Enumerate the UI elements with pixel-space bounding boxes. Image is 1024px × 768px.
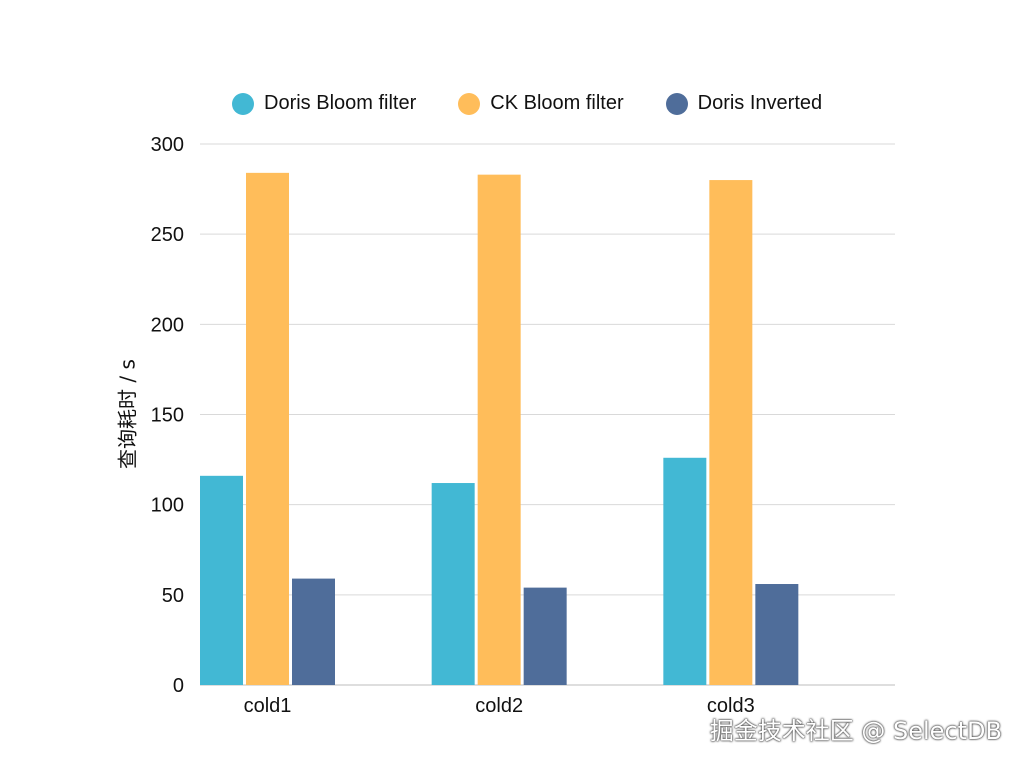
bar-doris-inverted-cold1 <box>292 578 335 685</box>
legend-swatch-doris-bloom <box>232 92 254 115</box>
legend-label-doris-inverted: Doris Inverted <box>697 92 823 114</box>
x-tick-label: cold2 <box>475 695 523 717</box>
bar-doris-bloom-filter-cold2 <box>431 483 475 685</box>
legend-swatch-ck-bloom <box>458 92 481 115</box>
y-tick-label: 150 <box>151 405 184 427</box>
bar-doris-bloom-filter-cold3 <box>663 457 707 685</box>
bar-doris-bloom-filter-cold1 <box>200 475 243 685</box>
bar-doris-inverted-cold3 <box>755 584 799 685</box>
x-tick-label: cold1 <box>244 695 292 717</box>
bar-ck-bloom-filter-cold2 <box>477 174 521 685</box>
chart-legend: Doris Bloom filter CK Bloom filter Doris… <box>232 92 864 115</box>
y-axis-title: 查询耗时 / s <box>115 359 140 469</box>
y-tick-label: 250 <box>151 224 184 246</box>
bar-ck-bloom-filter-cold3 <box>709 180 753 686</box>
bar-ck-bloom-filter-cold1 <box>246 172 289 685</box>
y-tick-label: 200 <box>151 314 184 336</box>
legend-label-ck-bloom: CK Bloom filter <box>490 92 624 114</box>
x-tick-label: cold3 <box>707 695 755 717</box>
y-tick-label: 100 <box>151 495 184 517</box>
y-tick-label: 0 <box>173 675 184 697</box>
legend-item-doris-inverted: Doris Inverted <box>665 92 823 115</box>
bar-doris-inverted-cold2 <box>523 587 567 685</box>
watermark: 掘金技术社区 @ SelectDB <box>709 717 1002 745</box>
legend-item-doris-bloom: Doris Bloom filter <box>232 92 416 115</box>
legend-label-doris-bloom: Doris Bloom filter <box>264 92 417 114</box>
legend-swatch-doris-inverted <box>665 92 688 115</box>
y-tick-label: 50 <box>162 585 184 607</box>
legend-item-ck-bloom: CK Bloom filter <box>458 92 624 115</box>
y-tick-label: 300 <box>151 134 184 156</box>
